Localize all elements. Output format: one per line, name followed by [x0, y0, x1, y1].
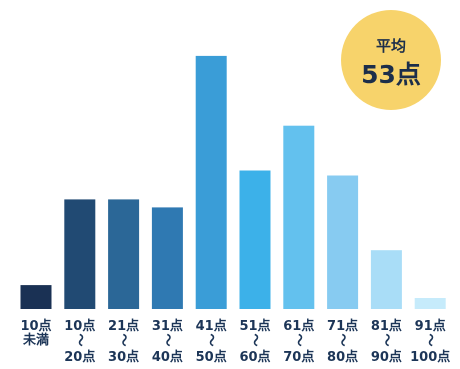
tick-label-10-line-2: 〜 [422, 333, 437, 346]
tick-label-6-line-2: 〜 [247, 333, 262, 346]
average-badge-title: 平均 [376, 37, 406, 55]
tick-label-8-line-2: 〜 [335, 333, 350, 346]
tick-label-1-line-2: 未満 [22, 332, 49, 348]
tick-label-8-line-1: 71点 [327, 318, 358, 334]
bar-1 [20, 285, 52, 309]
tick-label-3-line-2: 〜 [116, 333, 131, 346]
average-badge-value: 53点 [361, 60, 421, 89]
tick-label-5-line-3: 50点 [196, 349, 227, 365]
tick-label-3-line-1: 21点 [108, 318, 139, 334]
tick-label-2-line-3: 20点 [64, 349, 95, 365]
tick-label-7-line-1: 61点 [283, 318, 314, 334]
tick-label-5-line-1: 41点 [196, 318, 227, 334]
tick-label-9-line-2: 〜 [378, 333, 393, 346]
bar-7 [283, 125, 315, 309]
tick-label-1-line-1: 10点 [20, 318, 51, 334]
bar-9 [370, 250, 402, 309]
average-badge: 平均 53点 [341, 10, 441, 110]
tick-label-7-line-2: 〜 [291, 333, 306, 346]
tick-label-8-line-3: 80点 [327, 349, 358, 365]
tick-label-10-line-3: 100点 [410, 349, 450, 365]
tick-label-4-line-3: 40点 [152, 349, 183, 365]
average-badge-circle [341, 10, 441, 110]
tick-label-4-line-1: 31点 [152, 318, 183, 334]
tick-label-6-line-1: 51点 [239, 318, 270, 334]
tick-label-9-line-3: 90点 [371, 349, 402, 365]
bar-8 [327, 175, 359, 309]
bar-4 [151, 207, 183, 309]
tick-label-3-line-3: 30点 [108, 349, 139, 365]
tick-label-5-line-2: 〜 [203, 333, 218, 346]
bar-6 [239, 170, 271, 309]
x-tick-labels: 10点未満10点〜20点21点〜30点31点〜40点41点〜50点51点〜60点… [20, 318, 450, 365]
tick-label-2-line-2: 〜 [72, 333, 87, 346]
tick-label-7-line-3: 70点 [283, 349, 314, 365]
tick-label-2-line-1: 10点 [64, 318, 95, 334]
tick-label-4-line-2: 〜 [159, 333, 174, 346]
bars-group [20, 55, 446, 310]
bar-3 [108, 199, 140, 309]
bar-2 [64, 199, 96, 309]
tick-label-9-line-1: 81点 [371, 318, 402, 334]
tick-label-6-line-3: 60点 [239, 349, 270, 365]
bar-10 [414, 298, 446, 309]
tick-label-10-line-1: 91点 [415, 318, 446, 334]
bar-5 [195, 55, 227, 310]
